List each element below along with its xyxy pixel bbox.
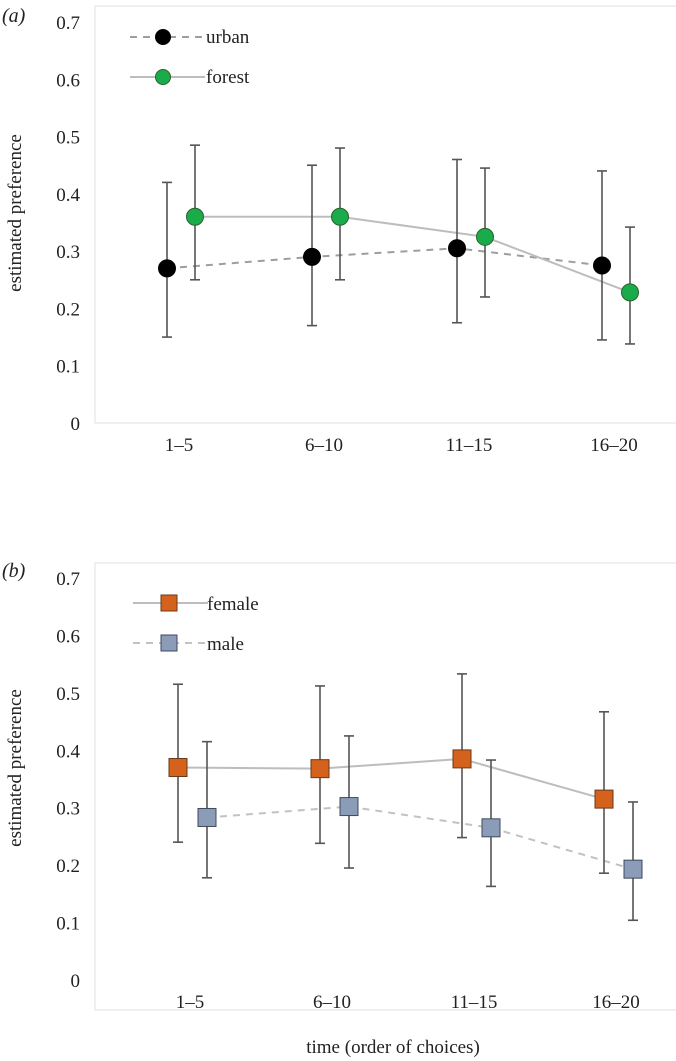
y-tick-label: 0.3: [56, 799, 80, 820]
panel-label-a: (a): [2, 5, 26, 27]
y-tick-label: 0.7: [56, 569, 80, 590]
series-line-forest: [195, 215, 631, 294]
legend-marker-forest: [155, 69, 171, 85]
x-tick-label: 1–5: [165, 435, 194, 456]
data-point-forest: [331, 207, 349, 226]
x-tick-label: 1–5: [176, 992, 205, 1013]
legend-label-female: female: [207, 594, 259, 615]
x-tick-label: 11–15: [451, 992, 498, 1013]
series-lines-a: [166, 215, 631, 294]
x-tick-label: 6–10: [313, 992, 351, 1013]
y-tick-label: 0.2: [56, 299, 80, 320]
markers-b: [168, 749, 643, 879]
x-ticks-a: 1–5 6–10 11–15 16–20: [165, 435, 638, 456]
error-bars-a: [162, 144, 635, 345]
y-tick-label: 0.1: [56, 357, 80, 378]
data-point-forest: [476, 227, 494, 246]
y-axis-label-b: estimated preference: [5, 689, 26, 847]
y-tick-label: 0.6: [56, 70, 80, 91]
data-point-female: [452, 749, 472, 769]
y-tick-label: 0.7: [56, 13, 80, 34]
x-tick-label: 16–20: [592, 992, 640, 1013]
panel-label-b: (b): [2, 560, 26, 582]
legend-marker-female: [160, 594, 178, 612]
y-tick-label: 0.5: [56, 684, 80, 705]
x-tick-label: 6–10: [305, 435, 343, 456]
error-bars-b: [173, 673, 638, 922]
legend-label-urban: urban: [206, 27, 250, 48]
data-point-urban: [303, 247, 321, 266]
y-tick-label: 0.4: [56, 185, 80, 206]
error-bar-urban: [597, 170, 607, 341]
plot-area-b: [94, 562, 676, 1011]
series-line-urban: [166, 247, 603, 270]
series-lines-b: [177, 757, 634, 871]
y-tick-label: 0.3: [56, 242, 80, 263]
y-tick-label: 0.6: [56, 626, 80, 647]
data-point-urban: [593, 256, 611, 275]
data-point-male: [623, 859, 643, 879]
x-tick-label: 11–15: [446, 435, 493, 456]
y-tick-label: 0.5: [56, 128, 80, 149]
legend-b: female male: [133, 594, 259, 655]
panel-b: (b) estimated preference 0 0.1 0.2 0.3 0.4 0.…: [2, 560, 676, 1058]
data-point-male: [197, 807, 217, 827]
series-line-male: [206, 805, 634, 871]
series-line-female: [177, 757, 605, 801]
panel-a: (a) estimated preference 0 0.1 0.2 0.3 0.4 0.…: [2, 5, 676, 456]
legend-marker-male: [160, 634, 178, 652]
markers-a: [158, 207, 639, 302]
legend-label-male: male: [207, 634, 244, 655]
y-ticks-a: 0 0.1 0.2 0.3 0.4 0.5 0.6 0.7: [56, 13, 80, 435]
data-point-female: [310, 759, 330, 779]
data-point-male: [481, 818, 501, 838]
y-tick-label: 0.1: [56, 914, 80, 935]
x-axis-label: time (order of choices): [306, 1037, 480, 1058]
data-point-forest: [621, 283, 639, 302]
y-tick-label: 0.4: [56, 741, 80, 762]
y-axis-label-a: estimated preference: [5, 134, 26, 292]
x-tick-label: 16–20: [590, 435, 638, 456]
data-point-urban: [448, 239, 466, 258]
legend-marker-urban: [155, 29, 171, 45]
x-ticks-b: 1–5 6–10 11–15 16–20: [176, 992, 640, 1013]
y-tick-label: 0: [71, 971, 81, 992]
error-bar-urban: [307, 164, 317, 327]
data-point-urban: [158, 259, 176, 278]
legend-label-forest: forest: [206, 67, 250, 88]
y-tick-label: 0.2: [56, 856, 80, 877]
plot-area-a: [94, 5, 676, 424]
y-tick-label: 0: [71, 414, 81, 435]
data-point-female: [594, 789, 614, 809]
data-point-female: [168, 758, 188, 778]
y-ticks-b: 0 0.1 0.2 0.3 0.4 0.5 0.6 0.7: [56, 569, 80, 992]
legend-a: urban forest: [130, 27, 250, 88]
data-point-forest: [186, 207, 204, 226]
data-point-male: [339, 797, 359, 817]
